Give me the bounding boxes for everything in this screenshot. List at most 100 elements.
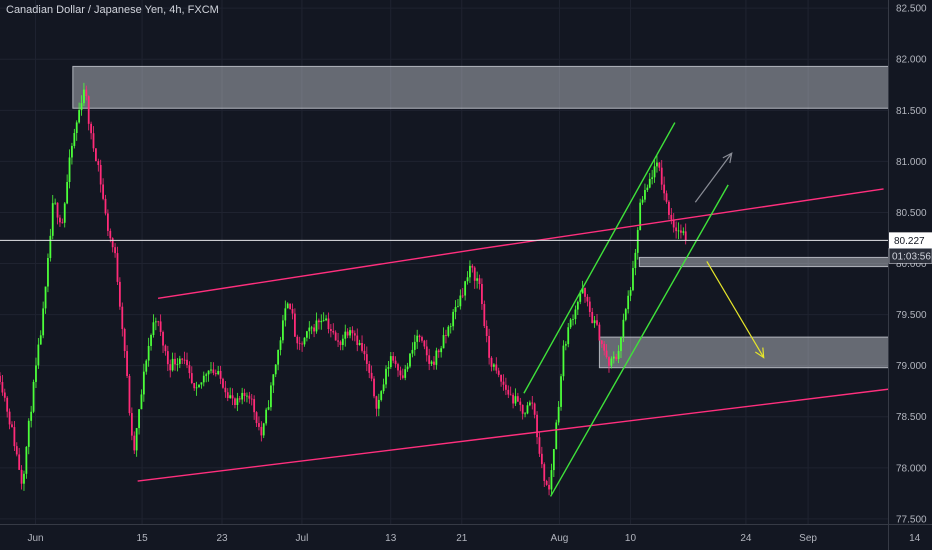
candle-body (612, 356, 615, 359)
chart-title: Canadian Dollar / Japanese Yen, 4h, FXCM (6, 4, 219, 16)
zone-rect (598, 336, 932, 369)
candle-body (579, 293, 582, 302)
candle-body (365, 354, 368, 364)
candle-body (37, 344, 40, 366)
candle-body (680, 230, 682, 233)
x-tick-label: 13 (385, 533, 397, 544)
candle-body (639, 202, 642, 231)
candle-body (92, 133, 95, 149)
candle-body (617, 351, 620, 359)
candle-body (1, 382, 4, 393)
candle-body (605, 350, 608, 358)
candle-body (258, 423, 260, 427)
y-tick-label: 82.000 (896, 55, 927, 66)
candle-body (560, 376, 562, 407)
candle-body (114, 247, 116, 254)
candle-body (524, 413, 526, 415)
x-tick-label: Sep (799, 533, 817, 544)
y-tick-label: 80.000 (896, 259, 927, 270)
candle-body (656, 162, 658, 167)
x-tick-label: 10 (625, 533, 637, 544)
candle-body (154, 321, 157, 323)
candle-body (205, 374, 208, 376)
candle-body (250, 398, 253, 400)
candle-body (591, 311, 594, 324)
candle-body (339, 341, 342, 345)
countdown-box (888, 248, 932, 264)
candle-body (157, 321, 160, 323)
candle-body (423, 340, 426, 347)
y-tick-label: 81.500 (896, 106, 927, 117)
candle-body (104, 198, 107, 214)
candle-body (545, 480, 548, 485)
candle-body (663, 184, 666, 194)
candle-body (171, 358, 174, 371)
candle-body (39, 335, 42, 345)
candle-body (193, 383, 196, 389)
candle-body (493, 364, 495, 367)
candle-body (138, 409, 140, 429)
candle-body (608, 357, 610, 366)
candle-body (313, 327, 315, 332)
x-tick-label: 14 (909, 533, 921, 544)
candle-body (684, 231, 687, 241)
candle-body (308, 327, 311, 332)
candle-body (241, 392, 244, 400)
candle-body (212, 369, 215, 373)
price-badge-box (889, 232, 932, 249)
up-arrow-line (694, 152, 733, 203)
down-arrow-head (755, 347, 765, 359)
candle-body (265, 409, 268, 424)
candle-body (567, 327, 570, 345)
candle-body (540, 453, 543, 465)
candle-body (284, 308, 287, 321)
candle-body (452, 311, 455, 327)
down-arrow-line (706, 261, 765, 358)
candle-body (166, 351, 169, 365)
candle-body (500, 374, 502, 382)
candle-body (406, 366, 409, 370)
candle-body (296, 336, 299, 344)
countdown-timer: 01:03:56 (892, 251, 931, 262)
candle-body (99, 164, 102, 185)
candle-body (353, 333, 356, 336)
candle-body (255, 412, 258, 424)
candle-body (178, 358, 181, 364)
candle-body (25, 446, 28, 474)
candle-body (344, 331, 347, 339)
candle-body (411, 349, 414, 354)
candle-body (574, 309, 577, 320)
candle-body (128, 375, 131, 414)
candle-body (471, 265, 474, 268)
candle-body (349, 330, 351, 336)
candle-body (653, 166, 656, 178)
candle-body (186, 359, 188, 366)
pink-trendline (483, 188, 884, 249)
zone-rect (638, 256, 898, 268)
candle-body (13, 427, 16, 447)
candle-body (142, 371, 145, 395)
candle-body (238, 398, 241, 400)
candle-body (610, 358, 613, 366)
candle-body (217, 370, 220, 375)
candles-group (0, 82, 687, 496)
candle-body (30, 411, 33, 421)
candle-body (449, 326, 452, 328)
candle-body (341, 338, 344, 345)
candle-body (97, 161, 100, 165)
y-tick-label: 81.000 (896, 157, 927, 168)
candle-body (430, 361, 433, 364)
candle-body (66, 182, 69, 204)
candle-body (3, 392, 6, 398)
x-tick-label: 23 (216, 533, 228, 544)
candle-body (234, 398, 236, 406)
candle-body (399, 370, 402, 376)
candle-body (162, 331, 164, 346)
x-tick-label: 24 (740, 533, 752, 544)
candle-body (531, 402, 534, 404)
candle-body (675, 227, 678, 232)
candle-body (35, 365, 37, 382)
candle-body (11, 424, 13, 428)
candle-body (375, 396, 378, 409)
